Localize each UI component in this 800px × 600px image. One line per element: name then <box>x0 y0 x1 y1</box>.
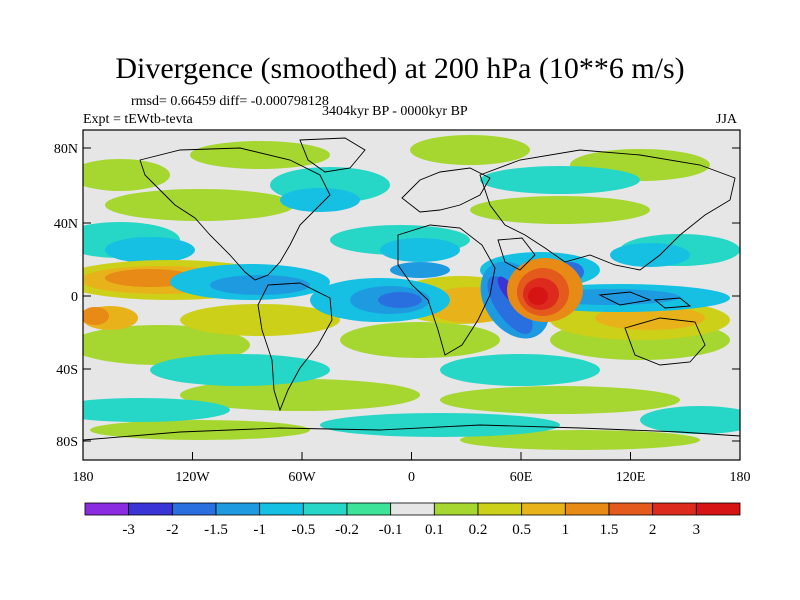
contour-blob <box>460 430 700 450</box>
europe-coast <box>401 167 491 213</box>
colorbar-swatch <box>477 502 523 516</box>
colorbar-swatch <box>84 502 130 516</box>
colorbar-label: 3 <box>693 522 701 538</box>
colorbar-swatch <box>346 502 392 516</box>
contour-blob <box>610 243 690 267</box>
south-america-coast <box>257 282 333 412</box>
contour-blob <box>390 262 450 278</box>
contour-blob <box>378 292 422 308</box>
australia-coast <box>624 317 706 366</box>
contour-blob <box>105 237 195 263</box>
latitude-axis: 80N 40N 0 40S 80S <box>54 142 740 450</box>
contour-blob <box>440 354 600 386</box>
rmsd-diff-stats: rmsd= 0.66459 diff= -0.000798128 <box>131 94 329 109</box>
colorbar-swatch <box>564 502 610 516</box>
season-label: JJA <box>716 112 738 127</box>
contour-level-c4 <box>105 188 690 267</box>
contour-blob <box>380 238 460 262</box>
colorbar-label: 0.2 <box>469 522 488 538</box>
africa-coast <box>397 224 496 356</box>
colorbar-label: 0.1 <box>425 522 444 538</box>
lat-label: 80N <box>54 142 78 157</box>
colorbar-swatch <box>390 502 435 516</box>
colorbar-swatch <box>521 502 566 516</box>
lon-label: 60E <box>510 470 533 485</box>
colorbar-label: -0.2 <box>335 522 359 538</box>
contour-blob <box>320 413 560 437</box>
arabia-coast <box>497 237 536 271</box>
contour-blob <box>528 287 548 305</box>
contour-blob <box>83 159 170 191</box>
colorbar-swatch <box>171 502 217 516</box>
colorbar-label: -1 <box>253 522 266 538</box>
contour-blob <box>83 398 230 422</box>
contour-blob <box>150 354 330 386</box>
contour-blob <box>340 322 500 358</box>
lat-label: 80S <box>56 435 78 450</box>
contour-blob <box>440 386 680 414</box>
lat-label: 0 <box>71 290 78 305</box>
indonesia-coast <box>598 291 692 309</box>
contour-blob <box>640 406 740 434</box>
lat-label: 40S <box>56 363 78 378</box>
colorbar-label: 2 <box>649 522 657 538</box>
lat-label: 40N <box>54 217 78 232</box>
greenland-coast <box>299 137 366 173</box>
colorbar-swatch <box>652 502 697 516</box>
colorbar-label: 0.5 <box>512 522 531 538</box>
lon-label: 180 <box>73 470 94 485</box>
colorbar: -3 -2 -1.5 -1 -0.5 -0.2 -0.1 0.1 0.2 0.5 1 1.5 2 3 <box>84 502 741 538</box>
contour-level-c2 <box>487 276 533 334</box>
contour-blob <box>180 379 420 411</box>
colorbar-label: -0.1 <box>379 522 403 538</box>
colorbar-label: -3 <box>122 522 135 538</box>
plot-title: Divergence (smoothed) at 200 hPa (10**6 … <box>115 52 685 85</box>
contour-blob <box>595 306 705 330</box>
colorbar-label: 1.5 <box>600 522 619 538</box>
colorbar-label: -2 <box>166 522 179 538</box>
lon-label: 180 <box>730 470 751 485</box>
longitude-axis: 180 120W 60W 0 60E 120E 180 <box>73 452 751 485</box>
contour-blob <box>480 166 640 194</box>
contour-blob <box>410 135 530 165</box>
contour-level-c14 <box>528 287 548 305</box>
time-period-label: 3404kyr BP - 0000kyr BP <box>322 104 468 119</box>
divergence-field <box>83 130 740 460</box>
colorbar-swatch <box>302 502 348 516</box>
colorbar-label: -1.5 <box>204 522 228 538</box>
lon-label: 120E <box>616 470 646 485</box>
north-america-coast <box>139 147 331 281</box>
antarctica-coast <box>83 424 740 460</box>
experiment-label: Expt = tEWtb-tevta <box>83 112 193 127</box>
colorbar-label: -0.5 <box>291 522 315 538</box>
contour-blob <box>83 325 250 365</box>
lon-label: 120W <box>175 470 210 485</box>
contour-blob <box>210 275 310 295</box>
colorbar-swatch <box>433 502 479 516</box>
colorbar-label: 1 <box>562 522 570 538</box>
lon-label: 60W <box>288 470 316 485</box>
colorbar-swatch <box>608 502 654 516</box>
contour-blob <box>280 188 360 212</box>
colorbar-swatch <box>259 502 304 516</box>
coastlines <box>83 137 740 460</box>
contour-blob <box>105 189 295 221</box>
contour-blob <box>487 276 533 334</box>
asia-coast <box>479 149 736 271</box>
contour-blob <box>83 307 109 325</box>
contour-blob <box>190 141 330 169</box>
colorbar-swatch <box>695 502 741 516</box>
colorbar-swatch <box>128 502 173 516</box>
colorbar-swatch <box>215 502 261 516</box>
contour-blob <box>470 196 650 224</box>
lon-label: 0 <box>408 470 415 485</box>
